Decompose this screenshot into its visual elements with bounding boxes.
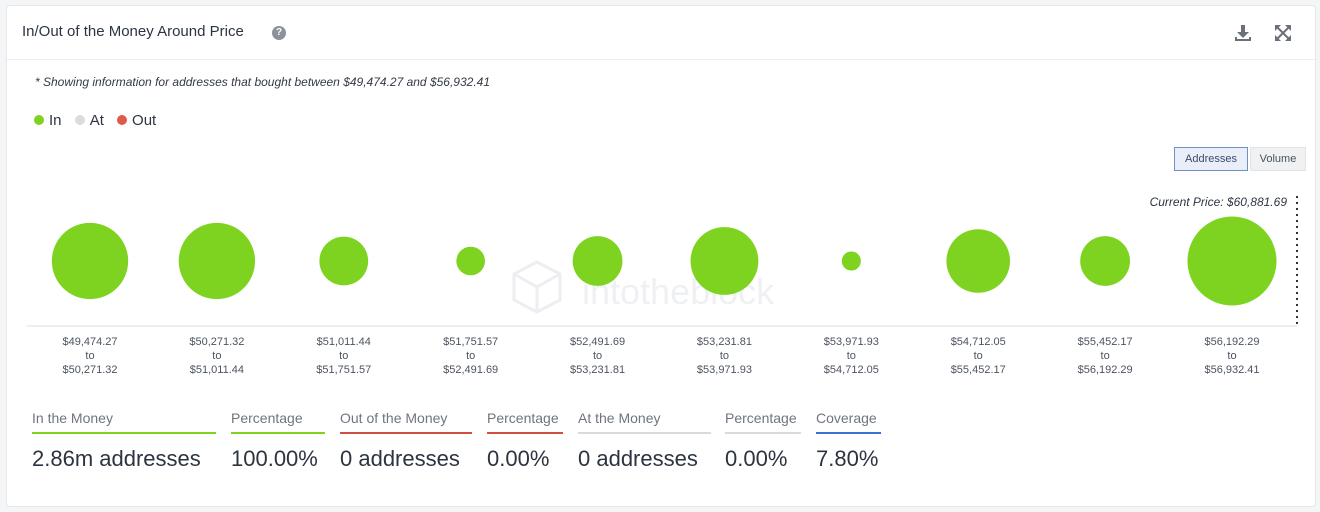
legend-item-at[interactable]: At — [74, 112, 104, 129]
range-label-5-from: $52,491.69 — [570, 336, 625, 348]
legend-dot-at-icon — [74, 115, 85, 125]
legend-label-at: At — [89, 112, 104, 129]
stat-label: In the Money — [32, 410, 113, 426]
range-label-1-to: $50,271.32 — [62, 364, 117, 376]
stat-2: Percentage 100.00% — [231, 410, 325, 472]
stat-value: 0.00% — [725, 446, 788, 471]
stat-value: 7.80% — [816, 446, 879, 471]
range-label-3-from: $51,011.44 — [317, 336, 371, 348]
stat-underline — [725, 432, 801, 434]
stat-7: Coverage 7.80% — [816, 410, 881, 472]
watermark-logo-icon — [512, 260, 562, 314]
legend-dot-in-icon — [34, 115, 44, 125]
legend-label-in: In — [49, 112, 62, 129]
stat-1: In the Money 2.86m addresses — [32, 410, 216, 472]
range-label-6-to: $53,971.93 — [697, 364, 752, 376]
bubble-6[interactable] — [690, 227, 759, 295]
stat-label: Percentage — [487, 410, 559, 426]
chart-title: In/Out of the Money Around Price — [22, 23, 244, 40]
bubble-5[interactable] — [572, 236, 623, 286]
range-label-8-from: $54,712.05 — [951, 336, 1006, 348]
range-label-2-to: $51,011.44 — [190, 364, 244, 376]
expand-icon[interactable] — [1273, 23, 1293, 43]
range-label-4-to-word: to — [466, 350, 475, 362]
legend-dot-out-icon — [117, 115, 128, 125]
range-label-7-to: $54,712.05 — [824, 364, 879, 376]
volume-toggle-button[interactable]: Volume — [1250, 147, 1306, 171]
bubble-chart: intotheblock Current Price: $60,881.69 $… — [27, 195, 1298, 376]
range-label-7-from: $53,971.93 — [824, 336, 879, 348]
legend-label-out: Out — [132, 112, 157, 129]
range-label-5-to-word: to — [593, 350, 602, 362]
bubble-4[interactable] — [456, 246, 485, 276]
stat-value: 100.00% — [231, 446, 318, 471]
stat-label: Percentage — [231, 410, 303, 426]
stat-underline — [32, 432, 216, 434]
stat-4: Percentage 0.00% — [487, 410, 563, 472]
range-label-8-to: $55,452.17 — [951, 364, 1006, 376]
range-label-3-to: $51,751.57 — [316, 364, 371, 376]
stat-5: At the Money 0 addresses — [578, 410, 711, 472]
range-label-7-to-word: to — [847, 350, 856, 362]
stat-3: Out of the Money 0 addresses — [340, 410, 472, 472]
bubble-2[interactable] — [178, 222, 256, 300]
range-label-1-from: $49,474.27 — [62, 336, 117, 348]
range-label-9-to-word: to — [1101, 350, 1110, 362]
range-label-10-to-word: to — [1227, 350, 1236, 362]
legend-item-out[interactable]: Out — [117, 112, 156, 129]
range-label-5-to: $53,231.81 — [570, 364, 625, 376]
stat-underline — [487, 432, 563, 434]
range-label-10-to: $56,932.41 — [1204, 364, 1259, 376]
range-label-2-from: $50,271.32 — [189, 336, 244, 348]
range-label-8-to-word: to — [974, 350, 983, 362]
help-icon[interactable]: ? — [272, 26, 286, 40]
range-label-2-to-word: to — [212, 350, 221, 362]
range-label-1-to-word: to — [85, 350, 94, 362]
range-note: * Showing information for addresses that… — [35, 75, 490, 89]
download-icon[interactable] — [1233, 23, 1253, 43]
stat-value: 0 addresses — [578, 446, 698, 471]
stat-label: At the Money — [578, 410, 661, 426]
legend: In At Out — [34, 112, 165, 129]
range-label-9-to: $56,192.29 — [1078, 364, 1133, 376]
range-label-4-to: $52,491.69 — [443, 364, 498, 376]
legend-item-in[interactable]: In — [34, 112, 62, 129]
current-price-label: Current Price: $60,881.69 — [1150, 195, 1288, 209]
stat-label: Percentage — [725, 410, 797, 426]
bubble-1[interactable] — [51, 222, 129, 300]
stat-6: Percentage 0.00% — [725, 410, 801, 472]
stat-value: 0 addresses — [340, 446, 460, 471]
card-header: In/Out of the Money Around Price ? — [7, 6, 1315, 60]
bubble-9[interactable] — [1080, 236, 1131, 286]
stat-underline — [578, 432, 711, 434]
bubble-10[interactable] — [1187, 216, 1277, 306]
range-label-10-from: $56,192.29 — [1204, 336, 1259, 348]
stat-value: 0.00% — [487, 446, 550, 471]
range-label-3-to-word: to — [339, 350, 348, 362]
chart-card: In/Out of the Money Around Price ? * Sho… — [6, 5, 1316, 507]
stat-underline — [340, 432, 472, 434]
stat-underline — [231, 432, 325, 434]
bubble-3[interactable] — [319, 236, 369, 286]
stat-label: Out of the Money — [340, 410, 448, 426]
range-label-6-from: $53,231.81 — [697, 336, 752, 348]
stat-value: 2.86m addresses — [32, 446, 201, 471]
addresses-toggle-button[interactable]: Addresses — [1174, 147, 1248, 171]
bubble-7[interactable] — [841, 251, 861, 271]
range-label-9-from: $55,452.17 — [1078, 336, 1133, 348]
stat-underline — [816, 432, 881, 434]
range-label-4-from: $51,751.57 — [443, 336, 498, 348]
bubble-8[interactable] — [946, 229, 1011, 293]
range-label-6-to-word: to — [720, 350, 729, 362]
stat-label: Coverage — [816, 410, 877, 426]
